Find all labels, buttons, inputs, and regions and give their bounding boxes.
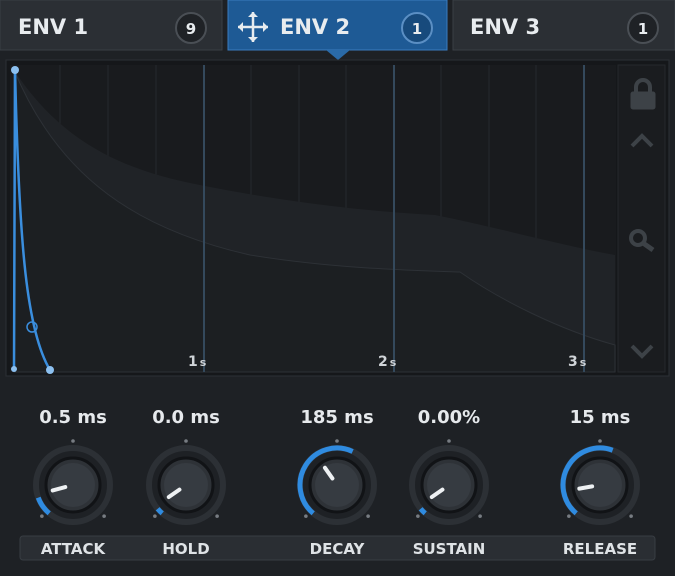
zoom-icon[interactable] xyxy=(629,229,647,247)
knob-label: DECAY xyxy=(310,540,366,558)
sidebar-icons xyxy=(629,78,656,359)
envelope-node[interactable] xyxy=(46,366,54,374)
envelope-node[interactable] xyxy=(11,66,19,74)
knob-face xyxy=(164,463,208,507)
knob-arc xyxy=(155,507,164,516)
knob-value: 185 ms xyxy=(300,407,373,428)
knob-dot xyxy=(478,514,482,518)
envelope-curve xyxy=(12,69,52,371)
knob-pointer xyxy=(50,485,68,493)
move-icon xyxy=(238,12,268,42)
envelope-node[interactable] xyxy=(11,366,17,372)
knob-value: 0.5 ms xyxy=(39,407,107,428)
knob-dot xyxy=(416,514,420,518)
knob-value: 0.00% xyxy=(418,407,480,428)
second-lines xyxy=(203,65,585,372)
knob-pointer xyxy=(322,465,335,481)
tab[interactable]: ENV 3 1 xyxy=(452,0,675,51)
tab-label: ENV 3 xyxy=(470,15,540,39)
knob-ring xyxy=(409,445,489,525)
knob-pointer xyxy=(166,487,182,500)
tab-count: 1 xyxy=(412,20,422,38)
knob-label: ATTACK xyxy=(41,540,107,558)
knob-dot xyxy=(40,514,44,518)
knob-label: SUSTAIN xyxy=(413,540,486,558)
knob[interactable]: 185 ms DECAY xyxy=(297,407,377,558)
knob-dot xyxy=(71,439,75,443)
knob-arc xyxy=(297,445,354,516)
ghost-envelope xyxy=(13,69,616,373)
knob[interactable]: 0.0 ms HOLD xyxy=(146,407,226,558)
knob[interactable]: 15 ms RELEASE xyxy=(560,407,640,558)
knob-pointer xyxy=(577,484,595,491)
scroll-down[interactable] xyxy=(630,344,654,359)
knob-pointer xyxy=(429,487,445,500)
knob-ring xyxy=(146,445,226,525)
knob-dot xyxy=(335,439,339,443)
curve-handle[interactable] xyxy=(26,321,38,333)
sidebar xyxy=(617,64,666,373)
tab-label: ENV 2 xyxy=(280,15,350,39)
knob-face xyxy=(51,463,95,507)
tab-count-bg xyxy=(627,12,659,44)
knob-arc xyxy=(560,445,614,516)
label-bar xyxy=(19,535,656,561)
tab[interactable]: ENV 2 1 xyxy=(227,0,448,60)
knob-face xyxy=(315,463,359,507)
knob-dot xyxy=(184,439,188,443)
tab-count-bg xyxy=(401,12,433,44)
knob-dot xyxy=(447,439,451,443)
knob[interactable]: 0.00% SUSTAIN xyxy=(409,407,489,558)
knob[interactable]: 0.5 ms ATTACK xyxy=(33,407,113,558)
knob-dot xyxy=(215,514,219,518)
tab[interactable]: ENV 1 9 xyxy=(0,0,223,51)
knob-label: RELEASE xyxy=(563,540,637,558)
knob-dot xyxy=(366,514,370,518)
knob-dot xyxy=(567,514,571,518)
tab-count-bg xyxy=(175,12,207,44)
tab-label: ENV 1 xyxy=(18,15,88,39)
knob-dot xyxy=(598,439,602,443)
knob-face xyxy=(578,463,622,507)
knob-arc xyxy=(418,507,427,516)
knob-dot xyxy=(153,514,157,518)
knob-dot xyxy=(629,514,633,518)
knob-label: HOLD xyxy=(162,540,209,558)
knob-ring xyxy=(33,445,113,525)
tab-pointer xyxy=(326,50,350,60)
knob-arc xyxy=(35,496,51,516)
lock-icon[interactable] xyxy=(630,91,656,110)
knob-value: 15 ms xyxy=(570,407,631,428)
knob-face xyxy=(427,463,471,507)
scroll-up[interactable] xyxy=(630,133,654,148)
knob-dot xyxy=(304,514,308,518)
tab-count: 1 xyxy=(638,20,648,38)
tab-count: 9 xyxy=(186,20,196,38)
knob-value: 0.0 ms xyxy=(152,407,220,428)
knob-dot xyxy=(102,514,106,518)
knobs: 0.5 ms ATTACK 0.0 ms HOLD 185 ms DECAY 0.00% SU… xyxy=(33,407,640,558)
